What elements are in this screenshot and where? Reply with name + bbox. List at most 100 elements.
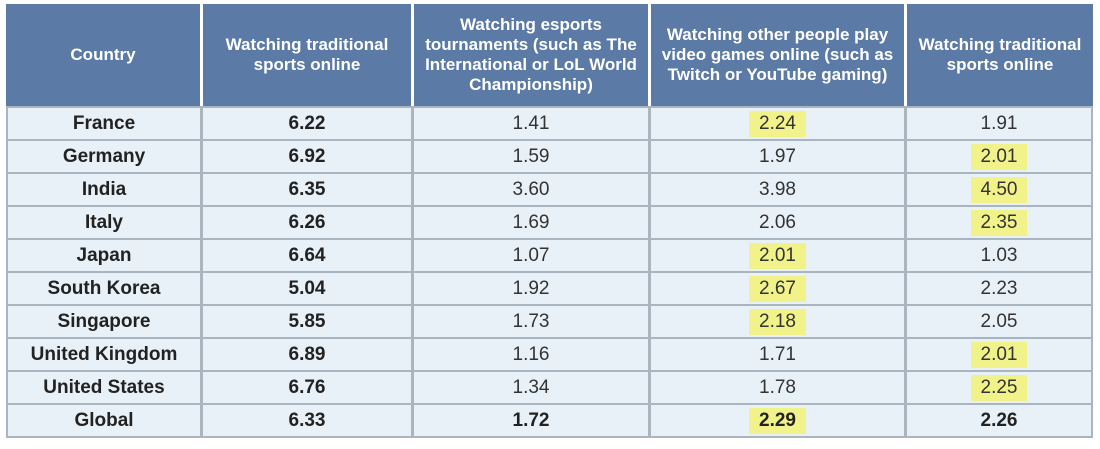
- value-text: 6.64: [288, 244, 326, 266]
- value-cell: 2.05: [907, 304, 1093, 337]
- value-text: 6.26: [288, 211, 326, 233]
- value-cell: 1.03: [907, 238, 1093, 271]
- table-body: France 6.22 1.41 2.24 1.91 Germany 6.92 1.59 1.9…: [6, 106, 1093, 438]
- value-text: 1.73: [512, 310, 550, 332]
- country-cell: Japan: [6, 238, 203, 271]
- header-esports-tournaments: Watching esports tournaments (such as Th…: [414, 4, 651, 106]
- header-traditional-sports-2: Watching traditional sports online: [907, 4, 1093, 106]
- highlighted-value: 2.01: [970, 143, 1028, 170]
- value-cell: 6.76: [203, 370, 414, 403]
- value-cell: 1.91: [907, 106, 1093, 139]
- table-row: Singapore 5.85 1.73 2.18 2.05: [6, 304, 1093, 337]
- value-cell: 1.16: [414, 337, 651, 370]
- highlighted-value: 2.01: [749, 242, 806, 269]
- country-cell: France: [6, 106, 203, 139]
- value-text: 3.98: [759, 178, 796, 200]
- highlighted-value: 2.01: [970, 341, 1028, 368]
- table-row: Global 6.33 1.72 2.29 2.26: [6, 403, 1093, 438]
- country-cell: Singapore: [6, 304, 203, 337]
- value-text: 1.07: [512, 244, 550, 266]
- highlighted-value: 2.29: [749, 407, 806, 434]
- value-text: 1.69: [512, 211, 550, 233]
- value-text: 6.92: [288, 145, 326, 167]
- value-cell: 6.33: [203, 403, 414, 438]
- header-traditional-sports-1: Watching traditional sports online: [203, 4, 414, 106]
- value-cell: 1.92: [414, 271, 651, 304]
- value-text: 1.78: [759, 376, 796, 398]
- value-cell: 2.67: [651, 271, 907, 304]
- value-cell: 2.25: [907, 370, 1093, 403]
- value-text: 5.85: [288, 310, 326, 332]
- value-cell: 3.60: [414, 172, 651, 205]
- value-cell: 5.85: [203, 304, 414, 337]
- value-text: 2.05: [980, 310, 1018, 332]
- value-text: 3.60: [512, 178, 550, 200]
- value-cell: 6.22: [203, 106, 414, 139]
- country-cell: Germany: [6, 139, 203, 172]
- country-cell: Italy: [6, 205, 203, 238]
- value-text: 1.59: [512, 145, 550, 167]
- highlighted-value: 2.24: [749, 110, 806, 137]
- value-text: 6.76: [288, 376, 326, 398]
- value-cell: 1.34: [414, 370, 651, 403]
- table-row: United States 6.76 1.34 1.78 2.25: [6, 370, 1093, 403]
- highlighted-value: 4.50: [970, 176, 1028, 203]
- country-cell: Global: [6, 403, 203, 438]
- value-text: 1.41: [512, 112, 550, 134]
- value-cell: 4.50: [907, 172, 1093, 205]
- value-cell: 1.73: [414, 304, 651, 337]
- table-row: France 6.22 1.41 2.24 1.91: [6, 106, 1093, 139]
- value-cell: 1.59: [414, 139, 651, 172]
- value-cell: 6.89: [203, 337, 414, 370]
- data-table: Country Watching traditional sports onli…: [6, 4, 1093, 438]
- value-cell: 2.18: [651, 304, 907, 337]
- value-text: 6.89: [288, 343, 326, 365]
- value-text: 1.97: [759, 145, 796, 167]
- value-cell: 2.24: [651, 106, 907, 139]
- value-text: 2.06: [759, 211, 796, 233]
- value-cell: 1.41: [414, 106, 651, 139]
- table-row: South Korea 5.04 1.92 2.67 2.23: [6, 271, 1093, 304]
- value-cell: 2.35: [907, 205, 1093, 238]
- value-text: 2.23: [980, 277, 1018, 299]
- value-cell: 1.78: [651, 370, 907, 403]
- value-text: 5.04: [288, 277, 326, 299]
- value-text: 1.91: [980, 112, 1018, 134]
- header-watching-others-play: Watching other people play video games o…: [651, 4, 907, 106]
- header-row: Country Watching traditional sports onli…: [6, 4, 1093, 106]
- value-cell: 2.01: [907, 337, 1093, 370]
- country-cell: United States: [6, 370, 203, 403]
- country-cell: India: [6, 172, 203, 205]
- table-row: Italy 6.26 1.69 2.06 2.35: [6, 205, 1093, 238]
- value-cell: 2.01: [651, 238, 907, 271]
- value-text: 1.92: [512, 277, 550, 299]
- value-cell: 6.64: [203, 238, 414, 271]
- country-cell: United Kingdom: [6, 337, 203, 370]
- value-cell: 2.06: [651, 205, 907, 238]
- value-cell: 1.71: [651, 337, 907, 370]
- value-text: 2.26: [980, 409, 1018, 431]
- value-text: 1.16: [512, 343, 550, 365]
- value-cell: 2.29: [651, 403, 907, 438]
- table-row: United Kingdom 6.89 1.16 1.71 2.01: [6, 337, 1093, 370]
- header-country: Country: [6, 4, 203, 106]
- table-row: Germany 6.92 1.59 1.97 2.01: [6, 139, 1093, 172]
- value-cell: 2.23: [907, 271, 1093, 304]
- value-cell: 6.35: [203, 172, 414, 205]
- value-text: 1.72: [512, 409, 550, 431]
- highlighted-value: 2.35: [970, 209, 1028, 236]
- value-text: 6.35: [288, 178, 326, 200]
- value-text: 6.22: [288, 112, 326, 134]
- value-cell: 1.07: [414, 238, 651, 271]
- value-cell: 2.26: [907, 403, 1093, 438]
- value-cell: 3.98: [651, 172, 907, 205]
- value-cell: 1.97: [651, 139, 907, 172]
- country-cell: South Korea: [6, 271, 203, 304]
- highlighted-value: 2.18: [749, 308, 806, 335]
- value-text: 1.71: [759, 343, 796, 365]
- highlighted-value: 2.67: [749, 275, 806, 302]
- value-cell: 6.26: [203, 205, 414, 238]
- table-row: Japan 6.64 1.07 2.01 1.03: [6, 238, 1093, 271]
- highlighted-value: 2.25: [970, 374, 1028, 401]
